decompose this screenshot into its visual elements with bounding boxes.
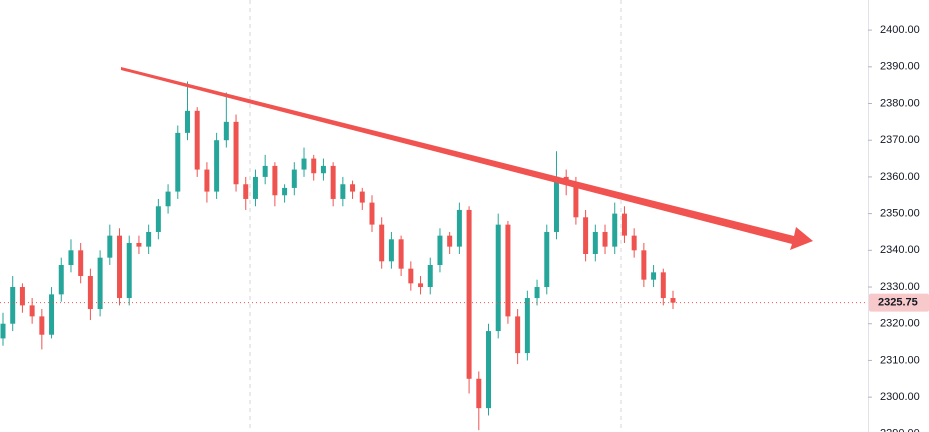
candle-body xyxy=(39,316,45,335)
y-tick-label: 2330.00 xyxy=(880,281,920,293)
y-tick-label: 2290.00 xyxy=(880,428,920,432)
candle-body xyxy=(291,169,297,188)
candle-body xyxy=(87,276,93,310)
candle-body xyxy=(486,331,492,409)
candle-body xyxy=(282,187,288,196)
candle-body xyxy=(651,272,657,280)
candle-body xyxy=(107,235,113,258)
candle-body xyxy=(155,206,161,232)
candle-body xyxy=(136,242,142,247)
candle-body xyxy=(466,209,472,379)
y-tick-label: 2370.00 xyxy=(880,134,920,146)
candle-body xyxy=(117,235,123,299)
y-tick-label: 2350.00 xyxy=(880,208,920,220)
candle-body xyxy=(262,165,268,177)
candle-body xyxy=(68,250,74,265)
trend-line xyxy=(121,67,813,250)
candle-body xyxy=(252,176,258,199)
candle-body xyxy=(660,272,666,299)
trend-arrow xyxy=(121,67,813,250)
candle-body xyxy=(126,242,132,299)
candle-body xyxy=(58,264,64,295)
candle-body xyxy=(29,305,35,317)
candle-body xyxy=(194,110,200,170)
candle-body xyxy=(97,257,103,310)
y-tick-label: 2380.00 xyxy=(880,97,920,109)
candle-body xyxy=(146,231,152,247)
candle-body xyxy=(573,184,579,218)
candle-body xyxy=(427,264,433,288)
candle-body xyxy=(49,294,55,335)
candle-body xyxy=(340,184,346,199)
candle-body xyxy=(447,235,453,247)
candle-body xyxy=(388,239,394,262)
candle-body xyxy=(592,231,598,254)
last-price-label: 2325.75 xyxy=(878,297,918,309)
candle-body xyxy=(10,287,16,324)
candle-body xyxy=(631,235,637,251)
y-tick-label: 2400.00 xyxy=(880,24,920,36)
candle-body xyxy=(418,283,424,288)
candle-body xyxy=(495,224,501,332)
candle-body xyxy=(243,184,249,199)
candle-body xyxy=(505,224,511,317)
candle-body xyxy=(670,298,676,303)
last-price-badge xyxy=(869,293,929,312)
candle-body xyxy=(184,110,190,133)
candle-body xyxy=(602,231,608,247)
y-tick-label: 2320.00 xyxy=(880,318,920,330)
candle-body xyxy=(641,250,647,280)
y-tick-label: 2300.00 xyxy=(880,391,920,403)
y-tick-label: 2340.00 xyxy=(880,244,920,256)
candle-body xyxy=(175,132,181,192)
candle-body xyxy=(311,158,317,174)
candle-body xyxy=(408,268,414,284)
candle-body xyxy=(553,176,559,232)
y-tick-label: 2310.00 xyxy=(880,354,920,366)
candle-body xyxy=(621,213,627,236)
candle-body xyxy=(19,287,25,306)
candle-body xyxy=(233,121,239,185)
candle-body xyxy=(524,298,530,354)
candle-body xyxy=(437,235,443,265)
candle-body xyxy=(78,250,84,277)
candle-body xyxy=(369,202,375,225)
candle-body xyxy=(359,191,365,203)
candle-body xyxy=(204,169,210,192)
candle-body xyxy=(214,140,220,192)
candle-body xyxy=(583,217,589,254)
candle-body xyxy=(379,224,385,262)
y-tick-label: 2360.00 xyxy=(880,171,920,183)
candle-body xyxy=(456,209,462,247)
candle-body xyxy=(398,239,404,269)
candle-body xyxy=(534,287,540,299)
candle-body xyxy=(350,184,356,192)
candle-body xyxy=(223,121,229,141)
candle-body xyxy=(330,165,336,199)
candle-body xyxy=(612,213,618,247)
candle-body xyxy=(0,323,6,339)
candle-body xyxy=(165,191,171,207)
y-tick-label: 2390.00 xyxy=(880,61,920,73)
candle-body xyxy=(301,158,307,170)
candle-body xyxy=(544,231,550,288)
candle-body xyxy=(515,316,521,354)
candle-body xyxy=(272,165,278,196)
candle-body xyxy=(476,378,482,409)
candle-body xyxy=(320,165,326,174)
